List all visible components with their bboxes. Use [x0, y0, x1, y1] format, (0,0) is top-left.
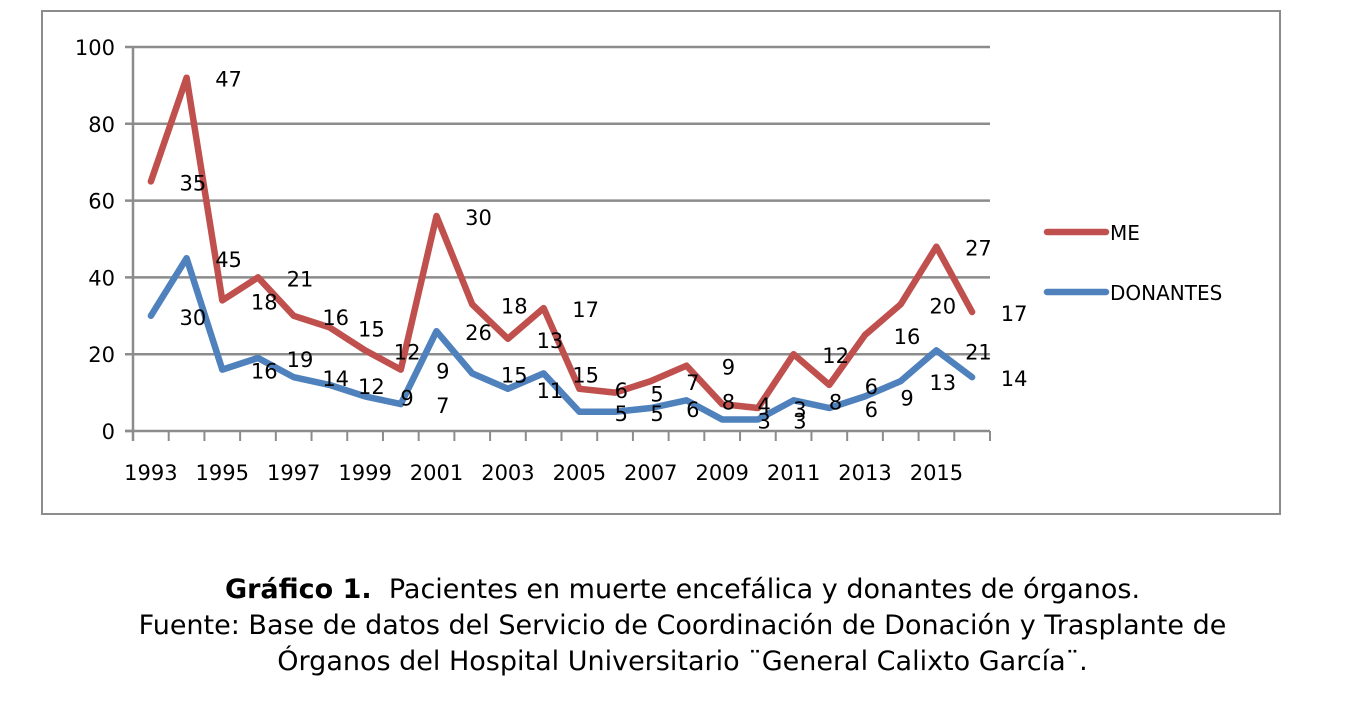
- gridlines: [125, 45, 990, 356]
- legend-label-donantes: DONANTES: [1110, 281, 1222, 305]
- data-label-me: 21: [287, 267, 314, 291]
- data-label-donantes: 12: [358, 375, 385, 399]
- data-label-me: 7: [686, 371, 699, 395]
- x-tick-label: 1997: [267, 461, 320, 485]
- x-tick-label: 2013: [838, 461, 891, 485]
- data-label-donantes: 3: [793, 409, 806, 433]
- data-label-donantes: 5: [650, 402, 663, 426]
- data-label-donantes: 6: [686, 398, 699, 422]
- data-label-me: 18: [501, 294, 528, 318]
- chart-frame: [41, 10, 1281, 515]
- caption-source-line-1: Fuente: Base de datos del Servicio de Co…: [138, 610, 1227, 641]
- data-label-donantes: 26: [465, 321, 492, 345]
- x-tick-label: 2015: [910, 461, 963, 485]
- x-tick-label: 1995: [196, 461, 249, 485]
- data-label-me: 9: [436, 360, 449, 384]
- legend: ME DONANTES: [1043, 221, 1222, 305]
- data-label-me: 30: [465, 206, 492, 230]
- data-label-me: 35: [179, 171, 206, 195]
- y-tick-label: 20: [88, 343, 115, 367]
- series-lines: [147, 74, 976, 423]
- x-tick-label: 2009: [695, 461, 748, 485]
- data-label-donantes: 15: [572, 363, 599, 387]
- series-line-me: [147, 74, 976, 412]
- legend-label-me: ME: [1110, 221, 1140, 245]
- data-label-me: 13: [537, 329, 564, 353]
- data-label-donantes: 45: [215, 248, 242, 272]
- caption-title-line: Gráfico 1. Pacientes en muerte encefálic…: [0, 572, 1365, 608]
- data-label-donantes: 7: [436, 394, 449, 418]
- data-label-donantes: 5: [615, 402, 628, 426]
- data-label-donantes: 14: [1001, 367, 1028, 391]
- y-tick-label: 100: [75, 36, 115, 60]
- data-label-me: 3: [793, 398, 806, 422]
- data-label-donantes: 9: [400, 386, 413, 410]
- data-label-donantes: 11: [537, 379, 564, 403]
- data-label-donantes: 21: [965, 340, 992, 364]
- data-label-me: 5: [650, 383, 663, 407]
- data-label-me: 20: [929, 294, 956, 318]
- data-label-me: 17: [1001, 302, 1028, 326]
- caption-source-line-2: Órganos del Hospital Universitario ¨Gene…: [277, 646, 1088, 677]
- data-label-me: 12: [822, 344, 849, 368]
- data-label-me: 18: [251, 290, 278, 314]
- x-tick-label: 2011: [767, 461, 820, 485]
- series-line-donantes: [147, 254, 976, 423]
- data-label-me: 47: [215, 68, 242, 92]
- y-tick-label: 40: [88, 266, 115, 290]
- data-label-donantes: 14: [322, 367, 349, 391]
- data-label-donantes: 13: [929, 371, 956, 395]
- data-label-donantes: 16: [251, 360, 278, 384]
- data-label-donantes: 30: [179, 306, 206, 330]
- data-label-donantes: 15: [501, 363, 528, 387]
- data-label-me: 12: [394, 340, 421, 364]
- y-tick-label: 0: [102, 420, 115, 444]
- data-label-donantes: 6: [865, 398, 878, 422]
- data-label-me: 27: [965, 237, 992, 261]
- data-label-me: 16: [322, 306, 349, 330]
- data-label-donantes: 8: [722, 390, 735, 414]
- data-label-donantes: 8: [829, 390, 842, 414]
- data-label-donantes: 9: [900, 386, 913, 410]
- x-tick-label: 1999: [338, 461, 391, 485]
- y-tick-label: 60: [88, 190, 115, 214]
- x-tick-label: 2005: [553, 461, 606, 485]
- caption-title: Pacientes en muerte encefálica y donante…: [388, 574, 1141, 605]
- data-label-donantes: 19: [287, 348, 314, 372]
- y-tick-label: 80: [88, 113, 115, 137]
- data-label-me: 17: [572, 298, 599, 322]
- caption-label: Gráfico 1.: [224, 574, 372, 605]
- x-tick-label: 2007: [624, 461, 677, 485]
- data-label-donantes: 3: [758, 409, 771, 433]
- data-label-me: 6: [865, 375, 878, 399]
- x-tick-label: 2001: [410, 461, 463, 485]
- figure-caption: Gráfico 1. Pacientes en muerte encefálic…: [0, 572, 1365, 680]
- data-label-me: 15: [358, 317, 385, 341]
- x-tick-label: 1993: [124, 461, 177, 485]
- data-label-me: 4: [758, 394, 771, 418]
- data-label-me: 16: [894, 325, 921, 349]
- data-label-me: 9: [722, 356, 735, 380]
- x-tick-label: 2003: [481, 461, 534, 485]
- data-label-me: 6: [615, 379, 628, 403]
